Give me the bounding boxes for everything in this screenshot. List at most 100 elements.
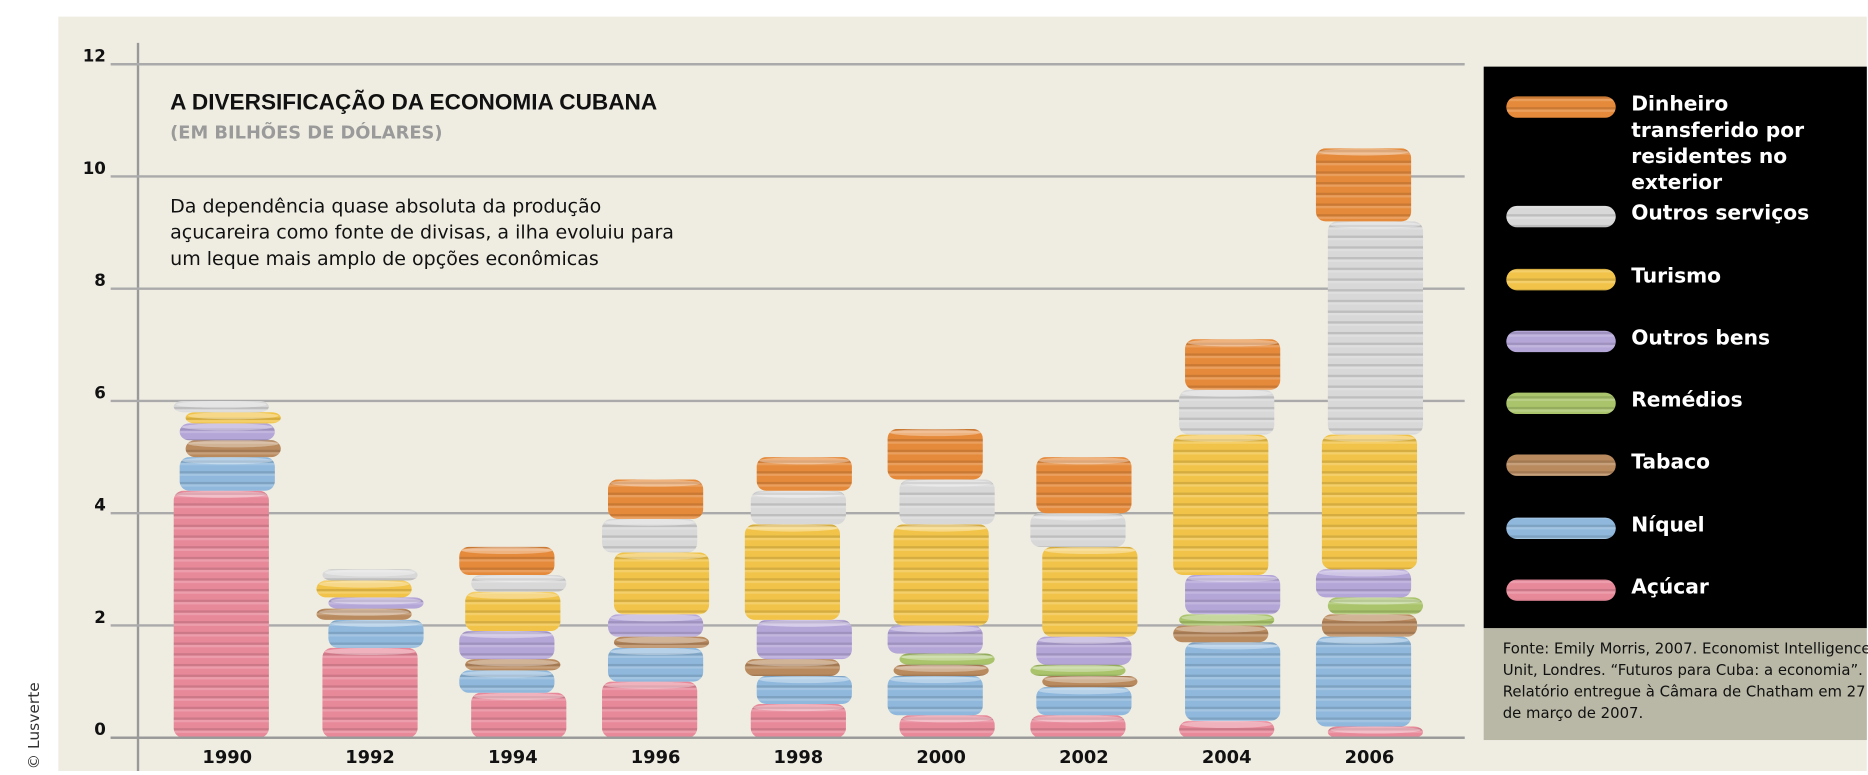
coin-top	[616, 636, 707, 644]
coin-texture	[1321, 614, 1418, 637]
source-text: Relatório entregue à Câmara de Chatham e…	[1503, 682, 1866, 700]
coin-texture	[179, 423, 275, 441]
coin-top	[753, 704, 844, 712]
annotation: açucareira como fonte de divisas, a ilha…	[170, 222, 674, 244]
coin-texture	[1179, 614, 1275, 626]
coin-texture	[471, 692, 567, 738]
source-text: Fonte: Emily Morris, 2007. Economist Int…	[1503, 640, 1868, 658]
y-tick-label: 12	[83, 47, 106, 66]
source-text: de março de 2007.	[1503, 704, 1643, 722]
x-tick-label: 2000	[916, 747, 966, 768]
coin-top	[610, 614, 701, 622]
coin-texture	[471, 574, 567, 592]
coin-top	[889, 675, 981, 684]
coin-top	[759, 457, 850, 465]
legend-swatch-texture	[1506, 392, 1616, 415]
coin-top	[182, 423, 273, 431]
x-tick-label: 2006	[1345, 747, 1395, 768]
coin-top	[1175, 434, 1266, 442]
x-tick-label: 1996	[631, 747, 681, 768]
coin-texture	[1327, 597, 1424, 615]
coin-top	[604, 518, 695, 526]
coin-texture	[750, 490, 846, 525]
coin-top	[1324, 614, 1415, 622]
chart-title: A DIVERSIFICAÇÃO DA ECONOMIA CUBANA	[170, 89, 657, 114]
legend-label: Remédios	[1631, 387, 1742, 411]
x-tick-label: 1994	[488, 747, 538, 768]
coin-top	[324, 647, 416, 656]
coin-texture	[1315, 569, 1412, 598]
coin-texture	[1036, 687, 1132, 716]
coin-top	[330, 597, 422, 605]
coin-texture	[887, 675, 983, 716]
coin-top	[610, 479, 701, 487]
coin-texture	[607, 614, 704, 637]
coin-top	[1324, 434, 1415, 442]
coin-top	[461, 546, 553, 555]
annotation: Da dependência quase absoluta da produçã…	[170, 196, 601, 218]
x-tick-label: 1990	[202, 747, 252, 768]
coin-texture	[607, 647, 704, 682]
coin-top	[467, 591, 559, 599]
coin-texture	[602, 518, 698, 553]
coin-texture	[1321, 434, 1418, 570]
coin-top	[1330, 726, 1421, 734]
coin-top	[753, 490, 844, 498]
y-tick-label: 6	[94, 383, 106, 402]
coin-texture	[173, 400, 269, 413]
coin-top	[1181, 720, 1272, 728]
legend-swatch-texture	[1506, 205, 1616, 228]
coin-texture	[744, 524, 841, 620]
coin-texture	[179, 457, 275, 491]
coin-texture	[328, 597, 424, 609]
coin-top	[1038, 636, 1130, 644]
coin-top	[1181, 389, 1272, 397]
coin-texture	[887, 625, 983, 654]
coin-top	[330, 619, 422, 627]
coin-top	[901, 479, 993, 487]
coin-top	[318, 608, 410, 616]
coin-texture	[465, 591, 561, 632]
coin-texture	[1327, 221, 1424, 435]
coin-texture	[1185, 339, 1281, 390]
coin-top	[759, 675, 850, 684]
coin-top	[1187, 339, 1278, 347]
coin-texture	[173, 490, 269, 738]
legend-label: Outros serviços	[1631, 201, 1809, 225]
legend-label: Turismo	[1631, 264, 1721, 288]
coin-texture	[465, 659, 561, 671]
coin-texture	[1036, 636, 1132, 665]
coin-top	[1330, 221, 1421, 229]
coin-top	[473, 574, 564, 583]
coin-texture	[459, 546, 555, 575]
coin-texture	[185, 412, 281, 424]
coin-top	[1032, 715, 1124, 723]
coin-texture	[1327, 726, 1424, 738]
coin-top	[901, 715, 993, 723]
coin-texture	[756, 457, 852, 491]
legend-label: Açúcar	[1631, 574, 1709, 598]
x-tick-label: 2002	[1059, 747, 1109, 768]
coin-top	[1044, 546, 1136, 555]
legend-label: Outros bens	[1631, 326, 1770, 350]
coin-texture	[1185, 642, 1281, 721]
coin-top	[889, 625, 981, 633]
coin-top	[1187, 574, 1278, 583]
source-text: Unit, Londres. “Futuros para Cuba: a eco…	[1503, 661, 1863, 679]
coin-top	[604, 681, 695, 689]
coin-texture	[1315, 636, 1412, 727]
coin-texture	[744, 659, 841, 676]
coin-texture	[1030, 715, 1126, 738]
coin-top	[1038, 457, 1130, 465]
legend-label: Dinheiro transferido por residentes no e…	[1631, 91, 1811, 194]
coin-texture	[602, 681, 698, 738]
coin-top	[467, 659, 559, 667]
credit: © Lusverte	[25, 682, 43, 769]
coin-texture	[756, 675, 852, 705]
coin-top	[473, 692, 564, 700]
coin-top	[1038, 687, 1130, 695]
coin-texture	[893, 524, 989, 626]
coin-texture	[322, 569, 418, 581]
coin-top	[176, 400, 267, 409]
annotation: um leque mais amplo de opções econômicas	[170, 248, 599, 270]
